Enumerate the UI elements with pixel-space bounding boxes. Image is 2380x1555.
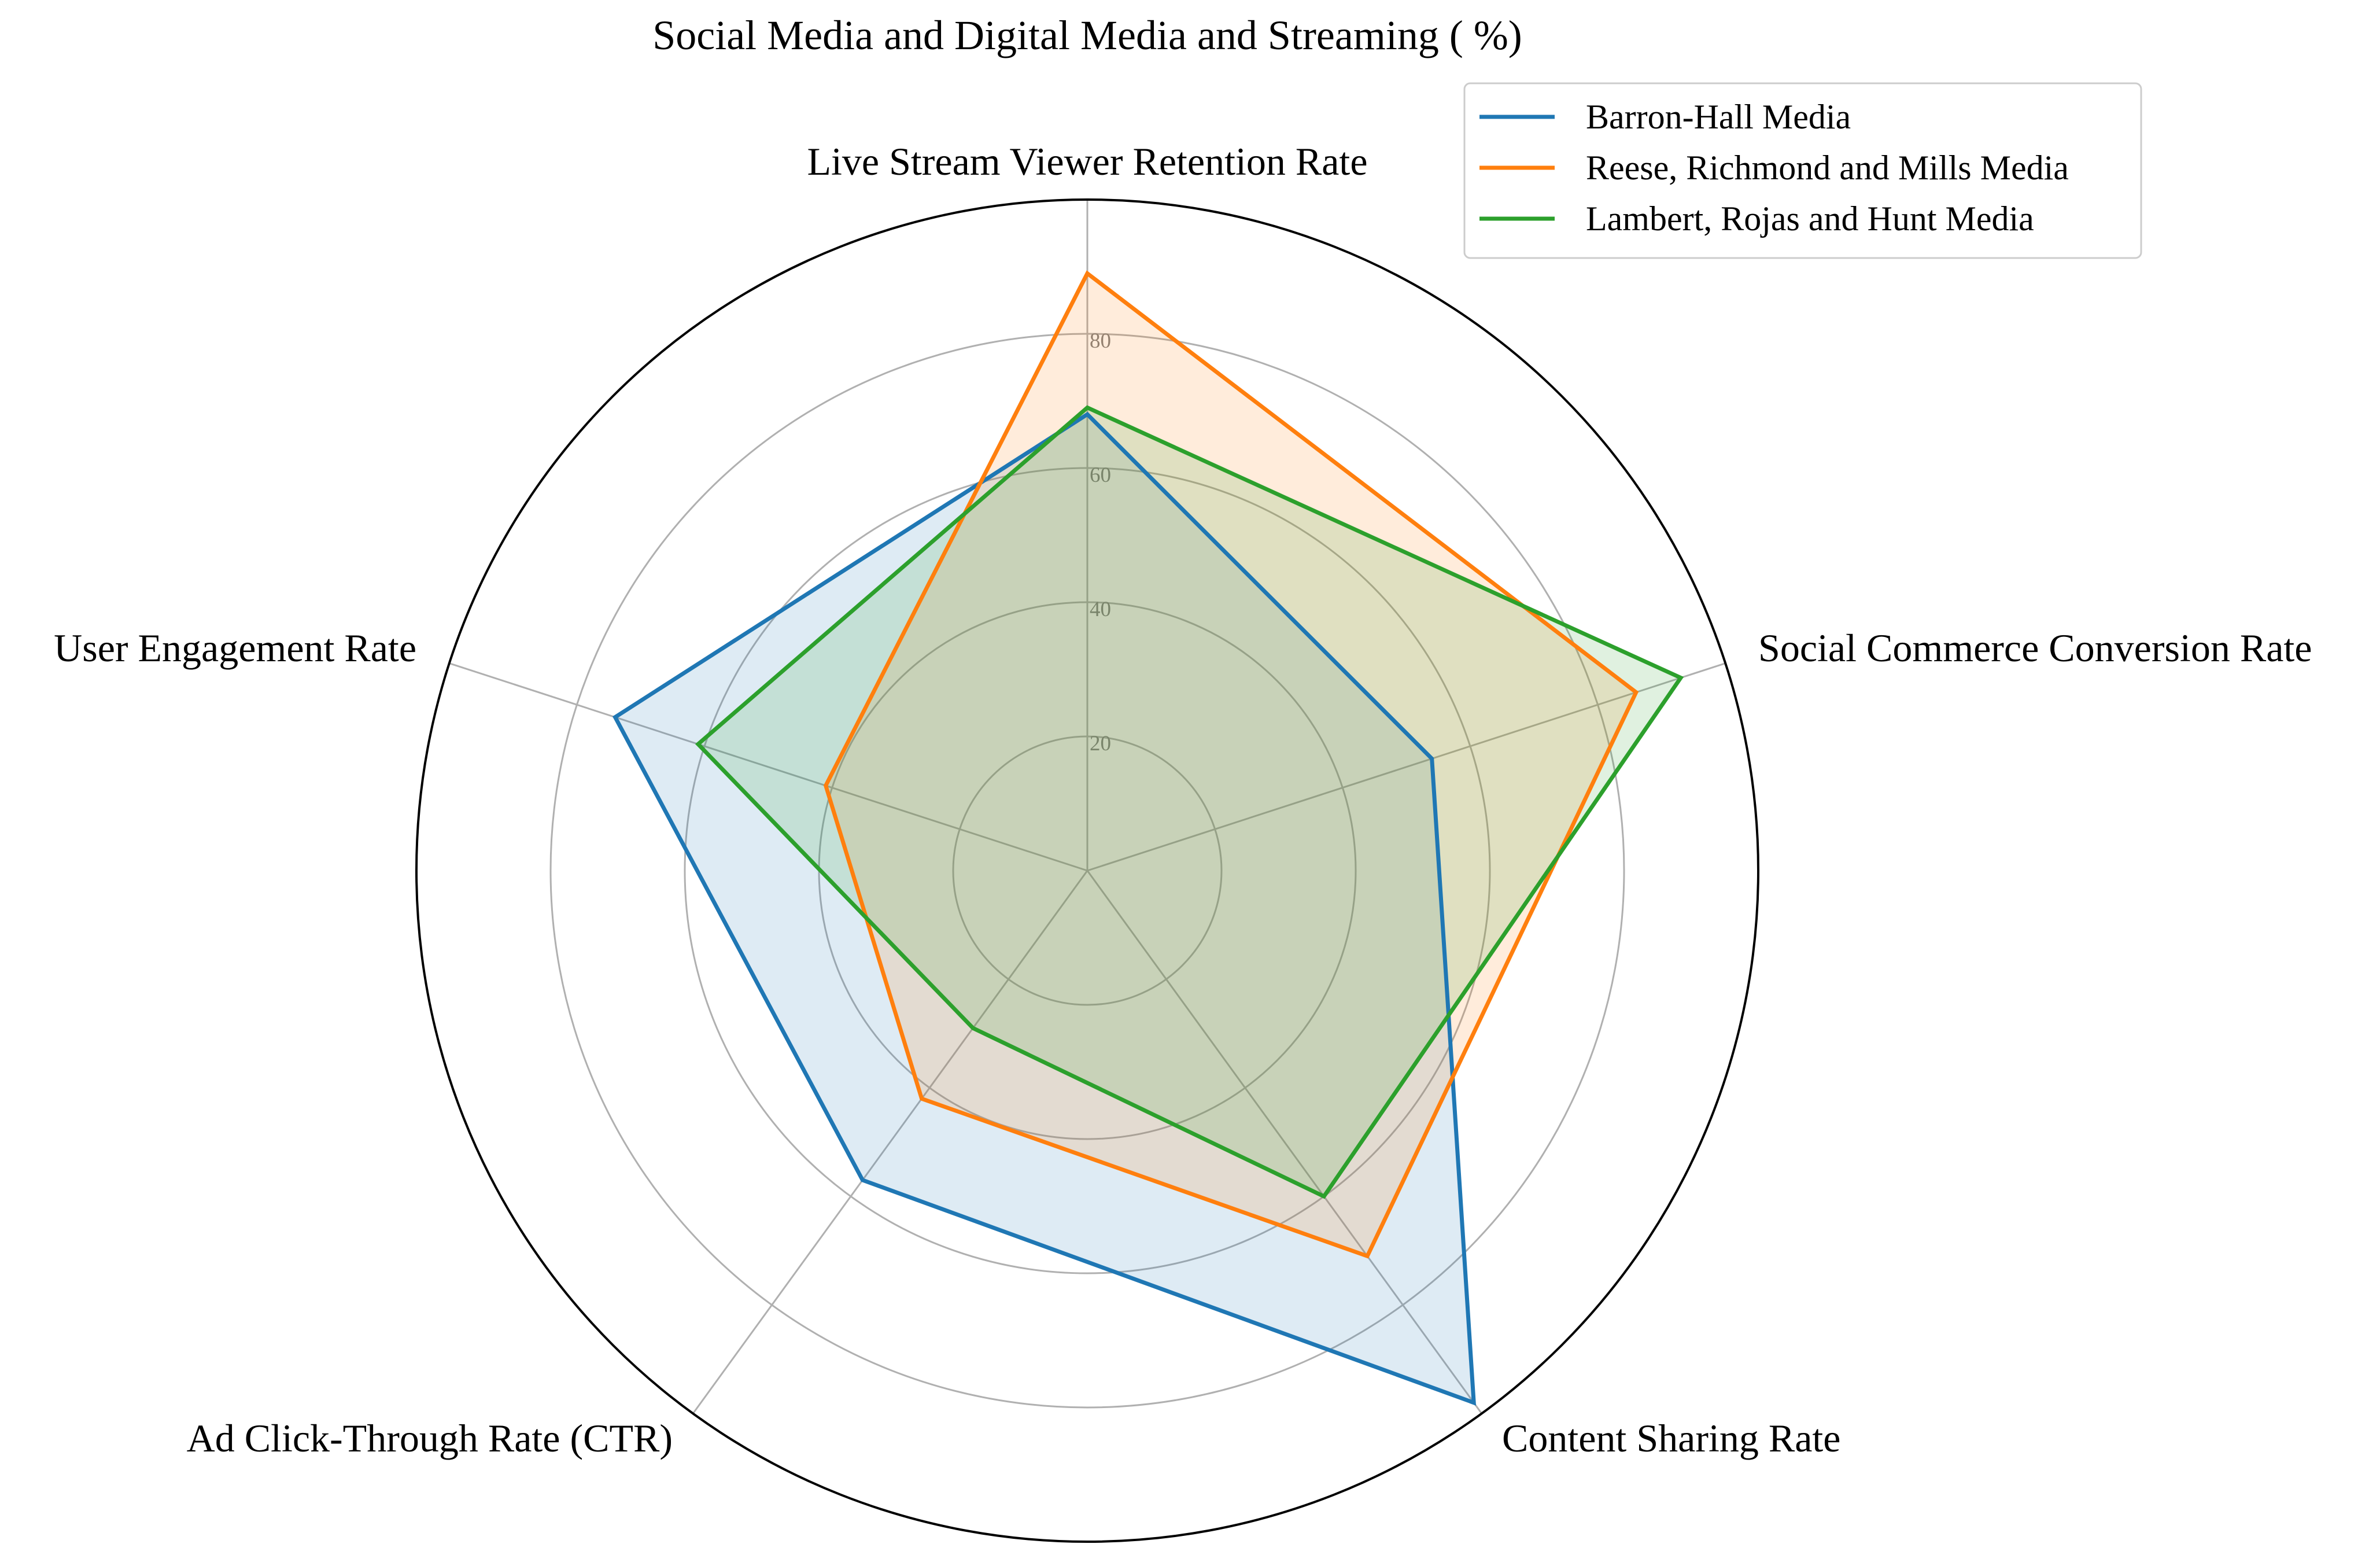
axis-label: Social Commerce Conversion Rate [1758, 626, 2312, 670]
series-line-1 [612, 411, 1477, 1406]
legend-label: Barron-Hall Media [1586, 98, 1851, 136]
radial-tick-label: 80 [1090, 329, 1111, 353]
series-layer [612, 270, 1684, 1406]
axis-spoke [449, 662, 1088, 872]
chart-title: Social Media and Digital Media and Strea… [652, 12, 1522, 58]
radial-tick-label: 60 [1090, 463, 1111, 487]
legend-label: Reese, Richmond and Mills Media [1586, 149, 2069, 187]
outer-ring [415, 198, 1759, 1543]
radial-tick-label: 40 [1090, 598, 1111, 621]
axis-spoke [1086, 870, 1483, 1414]
axis-label: Content Sharing Rate [1502, 1416, 1840, 1460]
series-area-2 [825, 273, 1636, 1256]
legend-label: Lambert, Rojas and Hunt Media [1586, 200, 2034, 238]
axis-label: Live Stream Viewer Retention Rate [807, 139, 1367, 183]
legend: Barron-Hall Media Reese, Richmond and Mil… [1463, 82, 2142, 259]
radial-tick-label: 20 [1090, 732, 1111, 756]
series-area-1 [615, 414, 1474, 1403]
series-line-2 [823, 270, 1639, 1259]
grid-layer: 20 40 60 80 [415, 198, 1759, 1543]
axis-spoke [692, 870, 1088, 1414]
axis-label-layer: Live Stream Viewer Retention Rate Social … [54, 139, 2312, 1460]
axis-spoke [1087, 662, 1726, 872]
axis-label: Ad Click-Through Rate (CTR) [187, 1416, 673, 1460]
legend-box [1463, 82, 2142, 259]
series-area-3 [698, 407, 1681, 1197]
axis-label: User Engagement Rate [54, 626, 416, 670]
series-line-3 [695, 405, 1684, 1199]
